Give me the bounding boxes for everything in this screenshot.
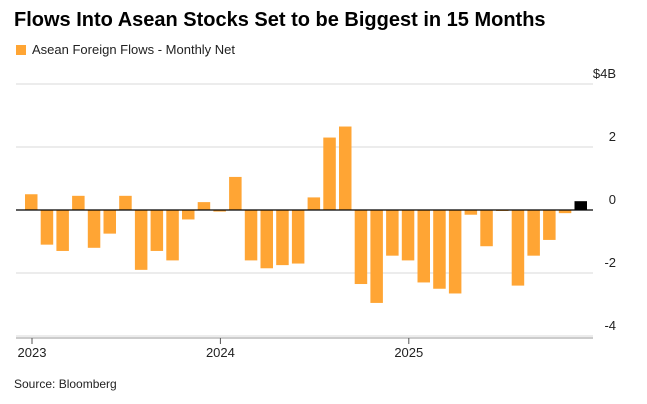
bar bbox=[401, 210, 415, 261]
bar bbox=[197, 202, 211, 210]
bar bbox=[119, 195, 132, 210]
bar bbox=[464, 210, 478, 215]
x-tick-label: 2025 bbox=[394, 345, 423, 360]
bar bbox=[370, 210, 383, 303]
y-tick-label: 0 bbox=[609, 192, 616, 207]
bar bbox=[543, 210, 556, 240]
bar bbox=[25, 194, 38, 210]
legend-swatch bbox=[16, 44, 26, 55]
bar bbox=[260, 210, 273, 269]
bar bbox=[56, 210, 69, 251]
bar bbox=[213, 210, 226, 212]
bar bbox=[480, 210, 493, 247]
source-note: Source: Bloomberg bbox=[14, 377, 117, 391]
bar bbox=[134, 210, 148, 270]
bar bbox=[448, 210, 462, 294]
bar bbox=[511, 210, 525, 286]
legend: Asean Foreign Flows - Monthly Net bbox=[16, 42, 235, 57]
bar bbox=[386, 210, 399, 256]
bar bbox=[87, 210, 101, 248]
bar bbox=[40, 210, 54, 245]
bar bbox=[276, 210, 289, 266]
bar bbox=[433, 210, 446, 289]
x-tick-label: 2024 bbox=[206, 345, 235, 360]
bar bbox=[72, 195, 85, 210]
bar bbox=[339, 126, 352, 210]
bar bbox=[244, 210, 258, 261]
y-tick-label: -2 bbox=[604, 255, 616, 270]
y-tick-label: $4B bbox=[593, 66, 616, 81]
bar bbox=[291, 210, 305, 264]
bar bbox=[229, 176, 242, 210]
chart-title: Flows Into Asean Stocks Set to be Bigges… bbox=[14, 9, 546, 31]
x-tick-label: 2023 bbox=[18, 345, 47, 360]
bar bbox=[182, 210, 195, 220]
bar-chart: $4B 2 0 -2 -4 2023 2024 2025 bbox=[16, 66, 616, 360]
bar bbox=[323, 137, 336, 210]
bar bbox=[527, 210, 540, 256]
y-tick-label: -4 bbox=[604, 318, 616, 333]
legend-label: Asean Foreign Flows - Monthly Net bbox=[32, 42, 236, 57]
bar bbox=[166, 210, 179, 261]
bar bbox=[558, 210, 572, 214]
bar bbox=[574, 201, 587, 210]
y-tick-label: 2 bbox=[609, 129, 616, 144]
bar bbox=[307, 197, 321, 210]
bar bbox=[354, 210, 368, 285]
bar bbox=[417, 210, 430, 283]
bar bbox=[150, 210, 164, 251]
bar bbox=[103, 210, 116, 234]
